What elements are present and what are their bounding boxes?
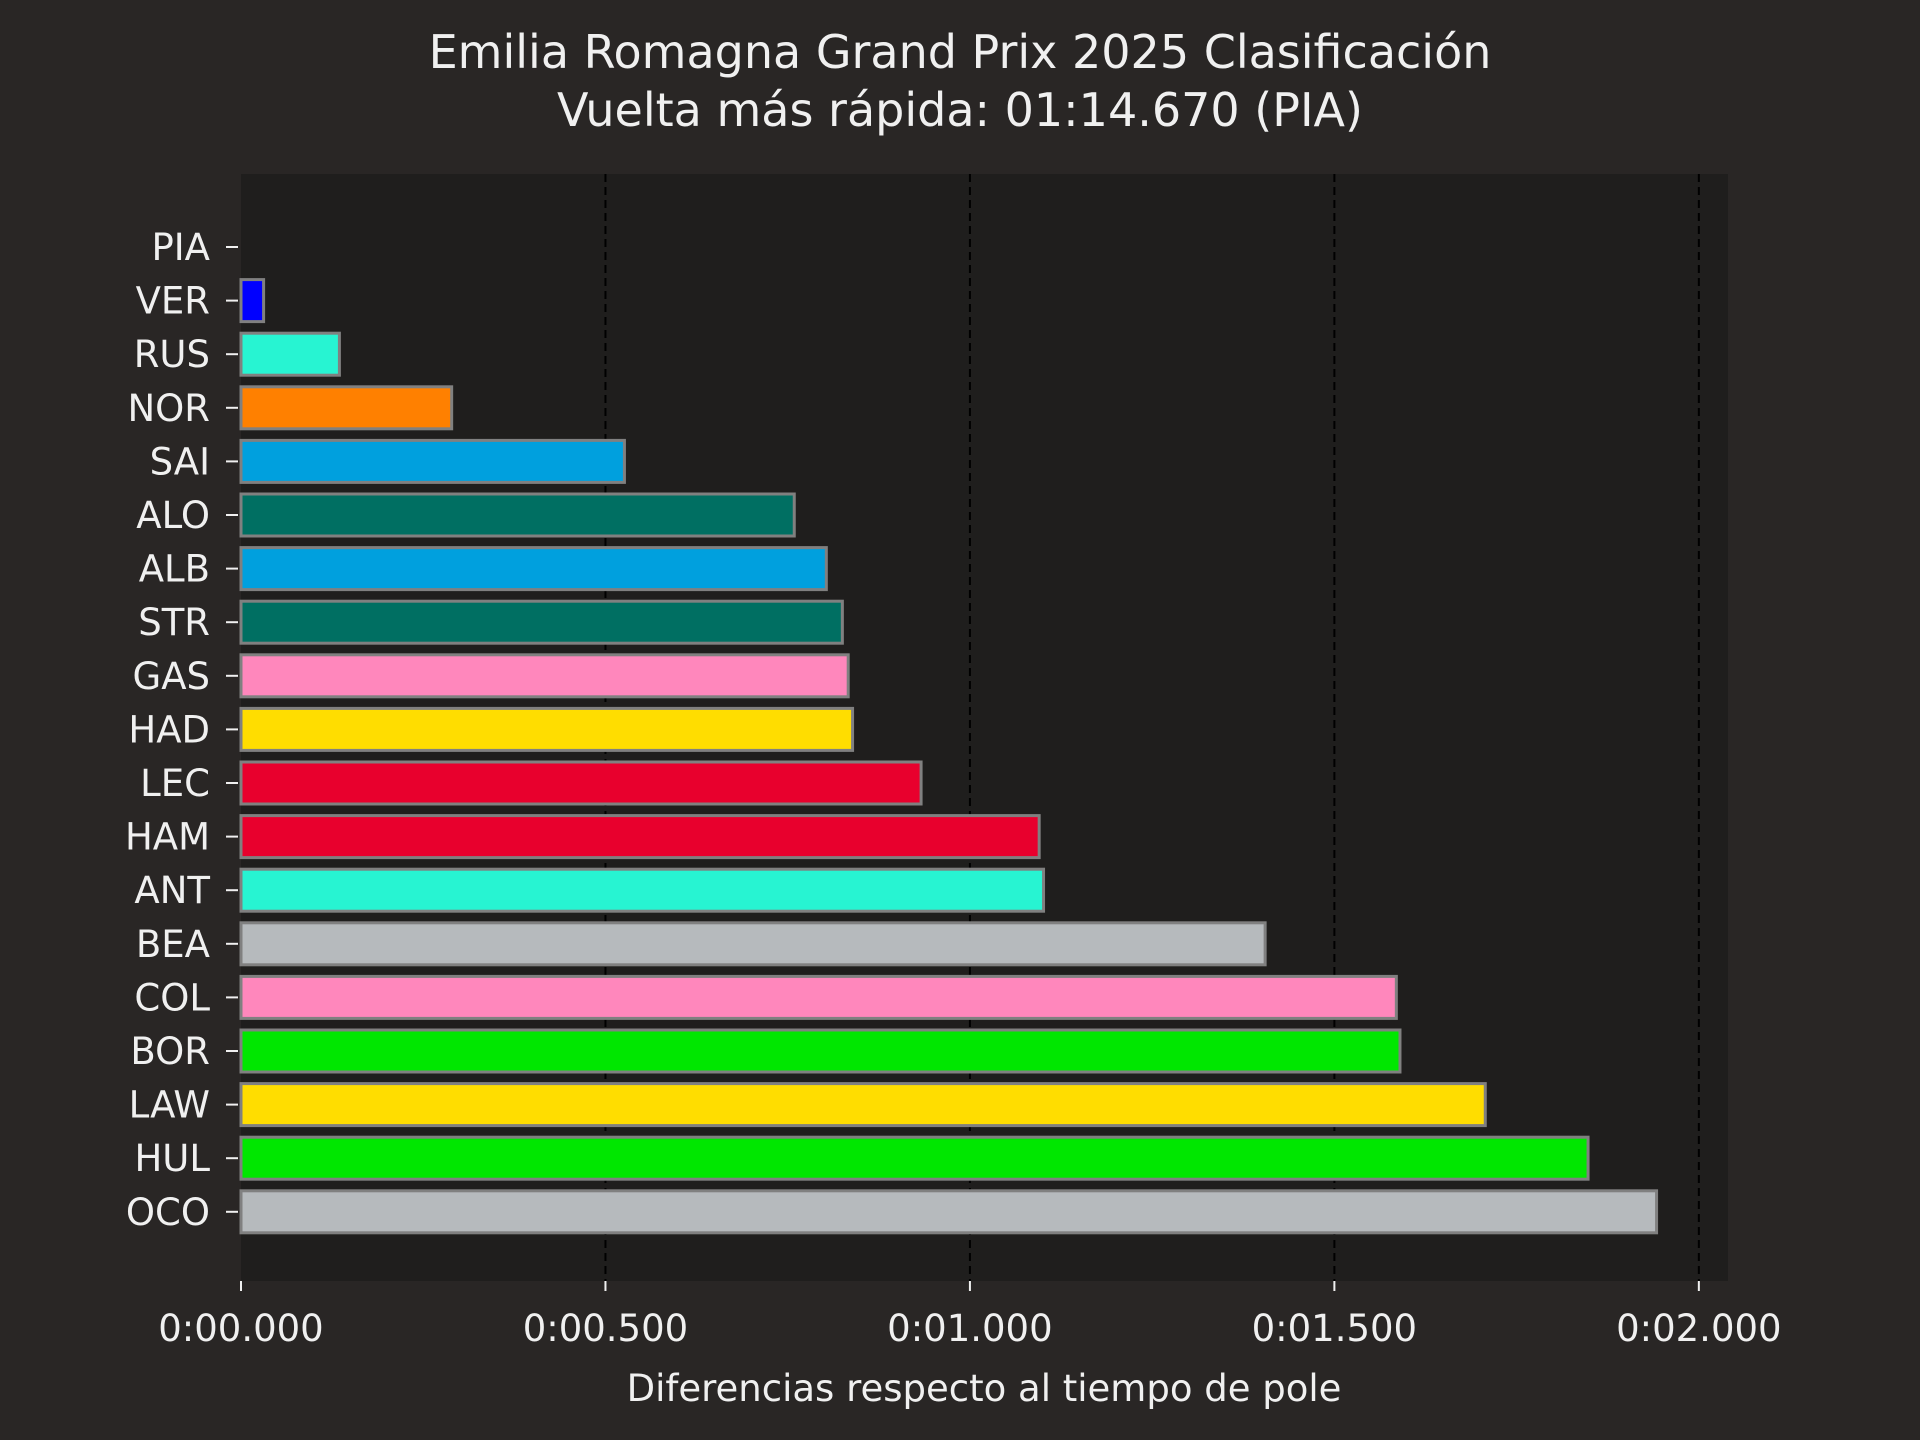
bar-sai <box>239 438 626 484</box>
x-axis: 0:00.000 0:00.500 0:01.000 0:01.500 0:02.000 <box>158 1281 1782 1350</box>
y-tick-label: LAW <box>129 1084 210 1127</box>
y-tick-label: VER <box>136 280 210 323</box>
x-tick-label: 0:01.500 <box>1252 1307 1417 1350</box>
y-tick-label: HAD <box>128 708 210 751</box>
y-tick-label: ALB <box>139 548 210 591</box>
y-tick-label: BOR <box>130 1030 210 1073</box>
y-tick-label: RUS <box>134 333 210 376</box>
chart-subtitle: Vuelta más rápida: 01:14.670 (PIA) <box>557 83 1363 137</box>
y-tick-label: ALO <box>136 494 210 537</box>
x-tick-label: 0:00.500 <box>523 1307 688 1350</box>
bar-ant <box>239 867 1046 913</box>
y-tick-label: COL <box>134 976 210 1019</box>
bar-alb <box>239 546 828 592</box>
y-tick-label: HUL <box>134 1137 210 1180</box>
x-tick-label: 0:01.000 <box>887 1307 1052 1350</box>
x-axis-label: Diferencias respecto al tiempo de pole <box>627 1367 1342 1410</box>
bar-alo <box>239 492 796 538</box>
y-tick-label: SAI <box>150 440 210 483</box>
chart-title: Emilia Romagna Grand Prix 2025 Clasifica… <box>429 25 1492 79</box>
bar-gas <box>239 653 850 699</box>
bar-hul <box>239 1135 1590 1181</box>
x-tick-label: 0:02.000 <box>1616 1307 1781 1350</box>
bar-rus <box>239 331 341 377</box>
y-tick-label: BEA <box>136 923 210 966</box>
y-tick-label: NOR <box>127 387 210 430</box>
y-tick-label: ANT <box>134 869 210 912</box>
y-tick-label: PIA <box>151 226 210 269</box>
y-axis: PIA VER RUS NOR SAI ALO ALB STR GAS HAD LEC HAM ANT B… <box>125 226 238 1234</box>
x-tick-label: 0:00.000 <box>158 1307 323 1350</box>
bar-bea <box>239 921 1267 967</box>
y-tick-label: STR <box>138 601 210 644</box>
bar-ver <box>239 278 266 324</box>
bar-law <box>239 1082 1487 1128</box>
bar-oco <box>239 1189 1659 1235</box>
bar-nor <box>239 385 454 431</box>
bar-ham <box>239 814 1041 860</box>
bar-bor <box>239 1028 1402 1074</box>
y-tick-label: OCO <box>126 1191 210 1234</box>
y-tick-label: GAS <box>133 655 210 698</box>
bars <box>239 278 1659 1235</box>
bar-col <box>239 974 1398 1020</box>
bar-had <box>239 706 855 752</box>
bar-lec <box>239 760 923 806</box>
y-tick-label: HAM <box>125 816 210 859</box>
bar-str <box>239 599 844 645</box>
y-tick-label: LEC <box>140 762 210 805</box>
